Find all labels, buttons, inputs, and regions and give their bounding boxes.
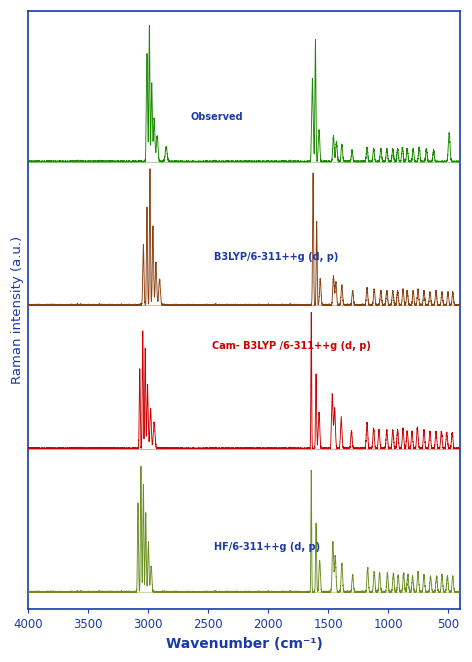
X-axis label: Wavenumber (cm⁻¹): Wavenumber (cm⁻¹) xyxy=(166,637,322,651)
Y-axis label: Raman intensity (a.u.): Raman intensity (a.u.) xyxy=(11,236,24,384)
Text: B3LYP/6-311++g (d, p): B3LYP/6-311++g (d, p) xyxy=(214,252,338,262)
Text: Cam- B3LYP /6-311++g (d, p): Cam- B3LYP /6-311++g (d, p) xyxy=(212,341,371,351)
Text: Observed: Observed xyxy=(190,112,243,122)
Text: HF/6-311++g (d, p): HF/6-311++g (d, p) xyxy=(214,542,320,552)
